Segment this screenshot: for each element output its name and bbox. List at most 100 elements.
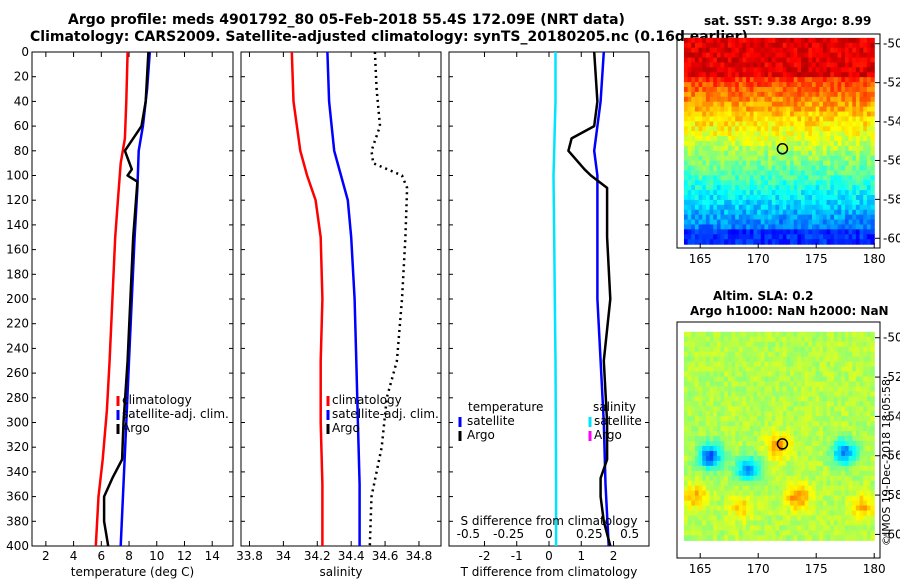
map-cell — [822, 150, 828, 157]
map-cell — [749, 510, 755, 517]
map-cell — [855, 62, 861, 68]
map-cell — [793, 47, 798, 54]
map-cell — [749, 214, 755, 221]
map-cell — [786, 214, 791, 221]
x-tick-label: 6 — [97, 549, 105, 563]
map-cell — [812, 426, 817, 432]
map-cell — [808, 204, 813, 211]
map-cell — [837, 361, 842, 368]
map-cell — [848, 165, 853, 172]
map-cell — [863, 515, 868, 522]
map-cell — [753, 520, 758, 527]
map-cell — [844, 416, 850, 422]
map-cell — [691, 190, 696, 196]
map-cell — [815, 460, 820, 467]
map-cell — [731, 441, 736, 447]
map-cell — [683, 361, 689, 368]
map-cell — [749, 160, 755, 167]
map-cell — [837, 180, 842, 186]
map-cell — [731, 436, 736, 442]
map-cell — [705, 77, 711, 83]
map-cell — [698, 239, 703, 245]
map-cell — [775, 431, 780, 437]
map-cell — [804, 515, 809, 522]
map-cell — [738, 381, 744, 388]
map-cell — [731, 209, 736, 216]
map-cell — [786, 234, 791, 240]
map-cell — [716, 150, 722, 157]
map-cell — [687, 150, 692, 157]
map-cell — [815, 520, 820, 527]
map-cell — [738, 62, 744, 68]
map-cell — [866, 500, 872, 507]
map-cell — [855, 234, 861, 240]
map-cell — [698, 450, 703, 457]
map-cell — [782, 106, 787, 113]
map-cell — [749, 175, 755, 181]
map-cell — [859, 361, 864, 368]
map-cell — [720, 141, 725, 147]
map-cell — [716, 346, 722, 353]
legend-entry: Argo — [594, 428, 622, 442]
map-cell — [855, 101, 861, 108]
map-cell — [687, 530, 692, 536]
map-cell — [720, 185, 725, 191]
map-cell — [819, 520, 824, 527]
map-cell — [779, 106, 784, 113]
map-cell — [683, 160, 689, 167]
map-cell — [855, 150, 861, 157]
map-cell — [720, 515, 725, 522]
map-cell — [768, 475, 773, 482]
map-cell — [859, 336, 864, 343]
map-cell — [801, 155, 806, 162]
map-cell — [837, 490, 842, 497]
map-cell — [716, 455, 722, 462]
map-cell — [808, 42, 813, 49]
map-cell — [768, 37, 773, 44]
map-cell — [683, 170, 689, 176]
map-cell — [848, 126, 853, 132]
map-cell — [808, 229, 813, 235]
map-cell — [738, 490, 744, 497]
map-cell — [724, 391, 729, 397]
map-cell — [753, 455, 758, 462]
map-cell — [844, 185, 850, 191]
map-cell — [764, 520, 769, 527]
map-cell — [705, 160, 711, 167]
map-cell — [713, 490, 718, 497]
map-cell — [855, 37, 861, 44]
map-cell — [833, 67, 839, 73]
map-cell — [844, 341, 850, 348]
map-cell — [713, 126, 718, 132]
map-cell — [830, 239, 835, 245]
map-cell — [771, 505, 777, 512]
map-cell — [753, 490, 758, 497]
map-cell — [801, 361, 806, 368]
map-cell — [771, 219, 777, 226]
map-cell — [855, 535, 861, 541]
map-cell — [808, 460, 813, 467]
map-cell — [731, 42, 736, 49]
map-cell — [705, 465, 711, 472]
map-cell — [727, 480, 733, 487]
map-cell — [782, 381, 787, 388]
map-cell — [738, 141, 744, 147]
map-cell — [760, 455, 766, 462]
map-cell — [775, 96, 780, 103]
map-cell — [709, 195, 714, 201]
map-cell — [705, 500, 711, 507]
map-cell — [819, 209, 824, 216]
map-cell — [760, 416, 766, 422]
map-cell — [702, 150, 707, 157]
map-cell — [768, 96, 773, 103]
map-cell — [709, 470, 714, 477]
map-cell — [815, 356, 820, 363]
map-cell — [786, 190, 791, 196]
map-cell — [716, 480, 722, 487]
map-cell — [720, 62, 725, 68]
map-cell — [768, 431, 773, 437]
map-cell — [848, 520, 853, 527]
map-cell — [804, 480, 809, 487]
map-cell — [812, 376, 817, 383]
map-cell — [775, 62, 780, 68]
